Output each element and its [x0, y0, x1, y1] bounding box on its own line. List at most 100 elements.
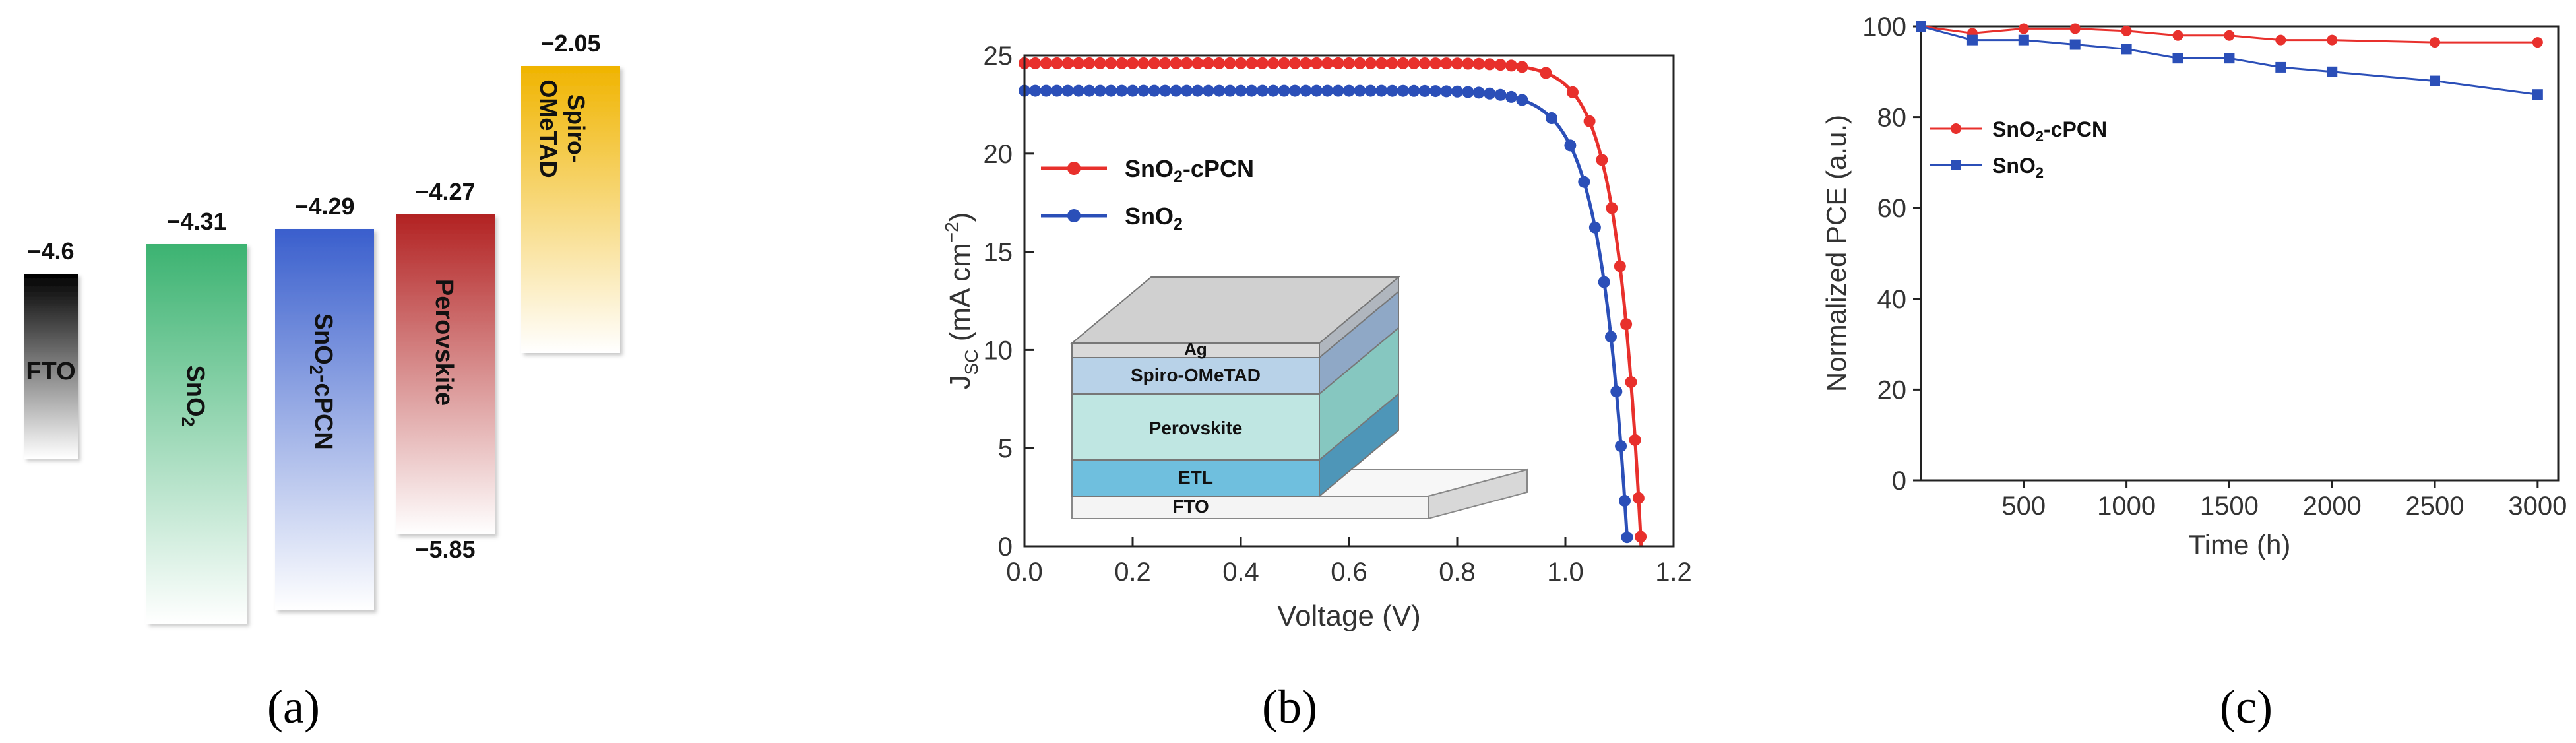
jv-point [1418, 57, 1431, 69]
jv-point [1364, 84, 1377, 97]
energy-bottom-value: −5.85 [415, 536, 475, 563]
stability-point [2224, 53, 2235, 64]
jv-point [1040, 57, 1052, 69]
stability-plot-frame [1920, 25, 2560, 482]
energy-top-value: −4.6 [27, 238, 74, 265]
stability-legend-marker [1951, 160, 1961, 170]
stability-point [2172, 30, 2183, 41]
jv-point [1516, 94, 1528, 106]
jv-point [1619, 495, 1631, 507]
panel-label-b: (b) [1262, 680, 1317, 733]
jv-x-tick-label: 1.0 [1547, 558, 1584, 587]
stability-point [2069, 23, 2081, 34]
stability-axes: 500 1000 1500 2000 2500 3000 0 20 40 60 80 100 Time … [1821, 13, 2567, 560]
jv-point [1245, 84, 1258, 97]
energy-bar-label: Perovskite [430, 279, 458, 406]
jv-y-tick-label: 5 [998, 434, 1013, 463]
jv-point [1321, 84, 1334, 97]
jv-legend: SnO2-cPCN SnO2 [1041, 155, 1254, 234]
stability-y-tick-label: 20 [1877, 375, 1907, 404]
energy-bar [396, 214, 495, 534]
stability-y-tick-label: 0 [1892, 467, 1906, 496]
inset-layer-front [1071, 393, 1320, 461]
jv-point [1451, 57, 1463, 70]
jv-point [1629, 434, 1641, 446]
jv-point [1051, 57, 1063, 69]
jv-point [1094, 84, 1106, 97]
stability-x-tick-label: 3000 [2508, 492, 2567, 521]
jv-point [1159, 57, 1172, 69]
jv-point [1397, 84, 1409, 97]
jv-point [1310, 57, 1323, 69]
jv-point [1115, 57, 1128, 69]
jv-axes: 0.0 0.2 0.4 0.6 0.8 1.0 1.2 0 5 10 15 20 25 Voltage (… [941, 42, 1692, 632]
jv-point [1588, 221, 1601, 234]
jv-point [1632, 492, 1645, 504]
energy-bar-label: Spiro- [563, 94, 590, 163]
stability-point [2018, 34, 2029, 46]
jv-point [1596, 154, 1608, 166]
energy-bar-label-group: Perovskite [430, 279, 458, 406]
jv-point [1451, 85, 1463, 98]
jv-point [1289, 84, 1301, 97]
jv-point [1191, 57, 1204, 69]
jv-point [1494, 59, 1507, 71]
energy-bar-label-group: SnO2 [178, 365, 209, 426]
jv-point [1213, 84, 1226, 97]
jv-point [1235, 84, 1247, 97]
jv-point [1300, 57, 1312, 69]
jv-point [1083, 84, 1096, 97]
energy-bar [275, 229, 374, 610]
jv-point [1462, 86, 1474, 98]
jv-point [1202, 57, 1214, 69]
stability-curves [1916, 21, 2543, 100]
jv-point [1105, 84, 1117, 97]
stability-y-tick-label: 100 [1862, 13, 1906, 42]
jv-y-axis-label: JSC (mA cm−2) [941, 212, 982, 390]
stability-point [2532, 89, 2543, 100]
energy-bar-label-group: SnO2-cPCN [306, 313, 337, 450]
energy-bar-label: FTO [26, 358, 75, 385]
energy-bar-label: OMeTAD [535, 79, 562, 178]
jv-y-tick-label: 25 [984, 42, 1013, 71]
stability-point [2430, 37, 2441, 48]
jv-point [1181, 84, 1193, 97]
jv-y-tick-label: 0 [998, 533, 1013, 562]
jv-point [1564, 139, 1577, 152]
jv-point [1061, 57, 1074, 69]
jv-point [1516, 61, 1528, 73]
jv-point [1289, 57, 1301, 69]
jv-point [1472, 86, 1485, 99]
jv-point [1386, 57, 1398, 69]
jv-x-tick-label: 1.2 [1655, 558, 1692, 587]
jv-point [1170, 57, 1182, 69]
inset-layer-side [1319, 392, 1399, 498]
jv-point [1127, 84, 1139, 97]
jv-x-tick-label: 0.8 [1439, 558, 1476, 587]
jv-point [1418, 84, 1431, 97]
jv-point [1105, 57, 1117, 69]
jv-point [1386, 84, 1398, 97]
jv-point [1408, 84, 1420, 97]
energy-bar-label-group: Spiro-OMeTAD [535, 79, 590, 178]
jv-legend-marker [1067, 162, 1081, 175]
energy-bar-label: SnO2-cPCN [306, 313, 337, 450]
jv-point [1224, 57, 1236, 69]
stability-point [2121, 25, 2132, 36]
panel-b-jv-chart: Ag Spiro-OMeTAD Perovskite ETL FTO 0.0 0.2 0.4… [941, 42, 1692, 632]
panel-a-energy-diagram: −4.6 FTO −4.31 SnO2 −4.29 SnO2-cPCN −4.27 Perov… [24, 30, 620, 624]
jv-legend-label: SnO2-cPCN [1125, 155, 1254, 186]
jv-point [1256, 57, 1269, 69]
stability-point [2327, 66, 2338, 77]
jv-curves [1019, 57, 1647, 547]
jv-point [1610, 385, 1623, 398]
inset-layer-label: Ag [1184, 339, 1207, 359]
jv-point [1127, 57, 1139, 69]
energy-bar [521, 66, 620, 353]
jv-point [1278, 84, 1290, 97]
jv-y-tick-label: 15 [984, 238, 1013, 267]
jv-point [1494, 88, 1507, 101]
jv-point [1332, 84, 1344, 97]
jv-point [1540, 67, 1552, 79]
